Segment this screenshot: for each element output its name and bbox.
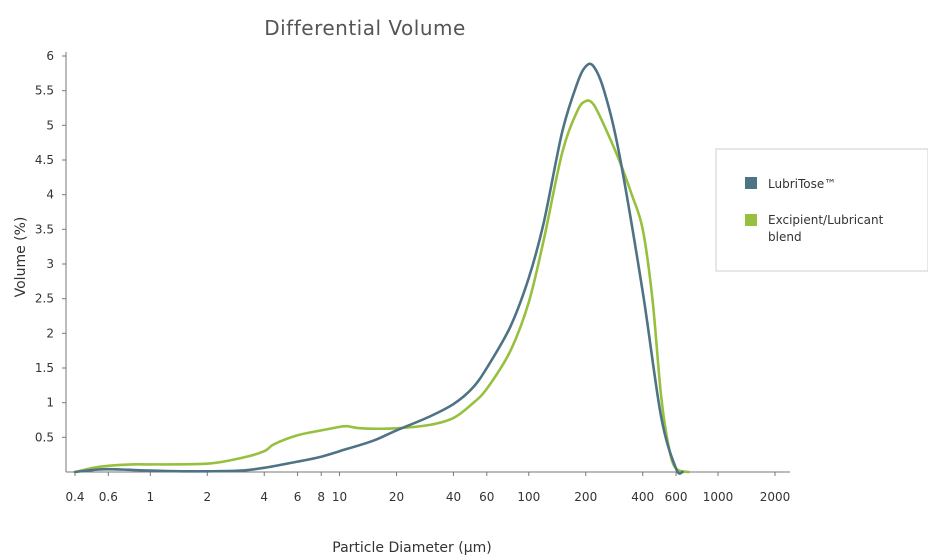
y-tick-label: 1 [46,396,54,410]
x-tick-label: 400 [631,490,654,504]
series-line-lubritose [73,62,684,475]
y-tick-label: 4.5 [35,153,54,167]
plot-lines [73,62,690,475]
x-tick-label: 600 [665,490,688,504]
legend-swatch-lubritose [745,177,757,189]
y-tick-label: 4 [46,188,54,202]
x-tick-label: 0.6 [99,490,118,504]
x-tick-label: 200 [574,490,597,504]
x-tick-label: 8 [317,490,325,504]
x-tick-label: 6 [294,490,302,504]
legend: LubriTose™ Excipient/Lubricant blend [715,148,928,272]
x-tick-label: 2 [203,490,211,504]
x-tick-label: 0.4 [65,490,84,504]
legend-label-lubritose: LubriTose™ [768,177,836,191]
x-tick-label: 40 [446,490,461,504]
legend-swatch-blend [745,214,757,226]
y-tick-label: 3 [46,257,54,271]
y-tick-label: 0.5 [35,430,54,444]
legend-label-blend: Excipient/Lubricant blend [768,213,887,244]
x-tick-label: 20 [389,490,404,504]
y-axis-title: Volume (%) [13,217,29,298]
y-tick-label: 3.5 [35,222,54,236]
x-tick-label: 100 [517,490,540,504]
x-tick-label: 4 [260,490,268,504]
x-tick-label: 60 [479,490,494,504]
x-tick-label: 10 [332,490,347,504]
y-tick-label: 2 [46,326,54,340]
y-tick-label: 6 [46,49,54,63]
y-tick-label: 5.5 [35,84,54,98]
series-line-blend [73,99,690,474]
x-tick-label: 1000 [703,490,734,504]
x-tick-label: 1 [146,490,154,504]
x-axis: 0.4 0.6 1 2 4 6 8 10 20 40 60 100 200 400 600 1000 2000 [65,471,791,504]
x-tick-label: 2000 [760,490,791,504]
y-axis: 0.5 1 1.5 2 2.5 3 3.5 4 4.5 5 5.5 6 [35,49,67,472]
x-axis-title: Particle Diameter (µm) [332,540,491,556]
chart-title: Differential Volume [264,16,466,40]
legend-box [715,148,928,272]
y-tick-label: 2.5 [35,292,54,306]
y-tick-label: 1.5 [35,361,54,375]
y-tick-label: 5 [46,118,54,132]
